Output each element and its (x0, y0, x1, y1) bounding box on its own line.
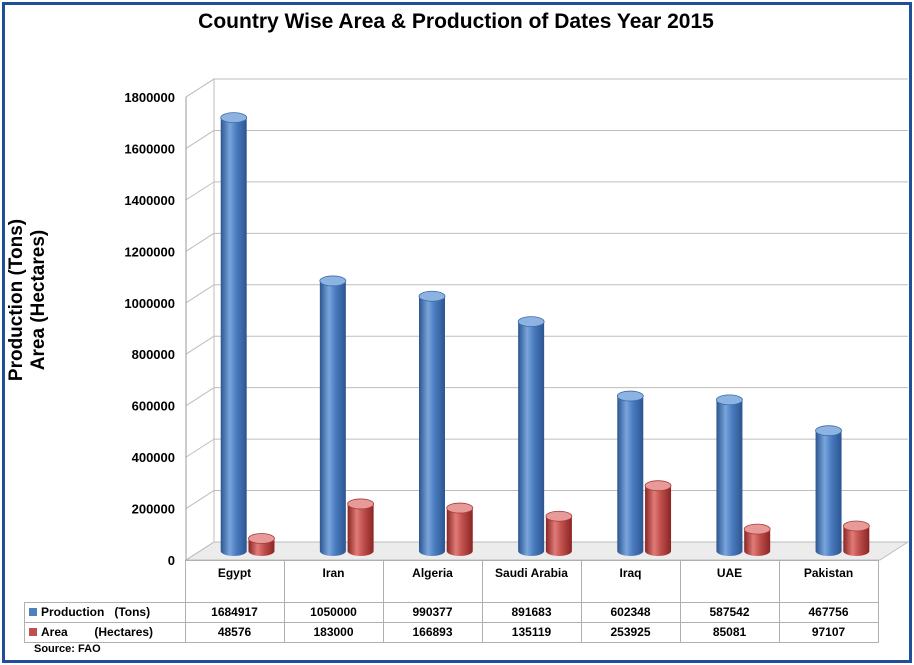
production-bar (220, 117, 247, 557)
legend-production-label: Production (Tons) (41, 605, 151, 619)
production-bar-top (319, 275, 347, 287)
area-value: 253925 (580, 622, 681, 643)
area-bar-top (842, 520, 870, 532)
area-bar (347, 503, 374, 556)
legend-area: Area (Hectares) (24, 622, 186, 643)
y-tick-label: 600000 (132, 399, 175, 414)
area-value: 135119 (481, 622, 582, 643)
gridline-depth (185, 387, 215, 407)
production-value: 587542 (679, 602, 780, 623)
production-bar-top (716, 394, 743, 406)
production-bar-top (815, 425, 842, 437)
area-value: 85081 (679, 622, 780, 643)
area-bar-top (743, 523, 771, 535)
area-bar-top (545, 510, 573, 522)
chart-title: Country Wise Area & Production of Dates … (198, 10, 714, 33)
y-tick-label: 400000 (132, 450, 175, 465)
production-value: 990377 (382, 602, 483, 623)
gridline-depth (185, 181, 215, 201)
chart-side-wall (185, 78, 215, 561)
gridline-depth (185, 130, 215, 149)
area-value: 97107 (778, 622, 879, 643)
gridline-depth (185, 284, 215, 304)
area-bar (645, 485, 672, 556)
production-bar (319, 280, 346, 556)
area-value: 48576 (184, 622, 285, 643)
area-bar-top (347, 498, 375, 510)
production-bar-top (616, 390, 644, 402)
category-label: Egypt (184, 560, 285, 603)
production-row: Production (Tons) 1684917 1050000 990377… (24, 602, 879, 623)
category-label: Saudi Arabia (481, 560, 582, 603)
gridline-depth (185, 490, 215, 509)
y-tick-label: 200000 (132, 502, 175, 517)
production-value: 1050000 (283, 602, 384, 623)
area-bar-top (248, 533, 275, 544)
category-label: Pakistan (778, 560, 879, 603)
production-bar (617, 396, 644, 556)
category-label: Iran (283, 560, 384, 603)
category-label: Algeria (382, 560, 483, 603)
data-table: Egypt Iran Algeria Saudi Arabia Iraq UAE… (24, 560, 879, 643)
area-bar-top (644, 480, 672, 492)
production-bar (518, 321, 545, 556)
legend-production: Production (Tons) (24, 602, 186, 623)
production-bar (716, 399, 743, 556)
y-tick-label: 1400000 (124, 193, 175, 208)
area-bar (545, 516, 572, 556)
y-tick-label: 800000 (132, 347, 175, 362)
production-value: 1684917 (184, 602, 285, 623)
area-bar (446, 508, 473, 556)
area-bar (843, 526, 870, 556)
gridline-depth (185, 335, 215, 355)
category-label: UAE (679, 560, 780, 603)
production-value: 467756 (778, 602, 879, 623)
gridline-depth (185, 232, 215, 252)
area-row: Area (Hectares) 48576 183000 166893 1351… (24, 622, 879, 643)
area-bar (744, 529, 771, 556)
gridline-depth (185, 78, 215, 98)
source-note: Source: FAO (34, 643, 101, 655)
production-swatch (29, 608, 37, 616)
y-tick-label: 1600000 (124, 141, 175, 156)
production-bar (815, 430, 842, 556)
area-value: 183000 (283, 622, 384, 643)
y-tick-label: 1000000 (124, 296, 175, 311)
production-bar (418, 296, 445, 556)
gridline-depth (185, 438, 215, 458)
area-value: 166893 (382, 622, 483, 643)
table-corner (24, 560, 186, 603)
y-tick-label: 1200000 (124, 244, 175, 259)
legend-area-label: Area (Hectares) (41, 625, 154, 639)
production-value: 891683 (481, 602, 582, 623)
category-label: Iraq (580, 560, 681, 603)
production-bar-top (517, 316, 545, 328)
category-row: Egypt Iran Algeria Saudi Arabia Iraq UAE… (24, 560, 879, 603)
gridline-depth (185, 541, 215, 561)
area-swatch (29, 628, 37, 636)
y-tick-label: 1800000 (124, 90, 175, 105)
production-bar-top (220, 112, 248, 124)
production-bar-top (418, 290, 446, 302)
area-bar-top (446, 502, 474, 514)
production-value: 602348 (580, 602, 681, 623)
